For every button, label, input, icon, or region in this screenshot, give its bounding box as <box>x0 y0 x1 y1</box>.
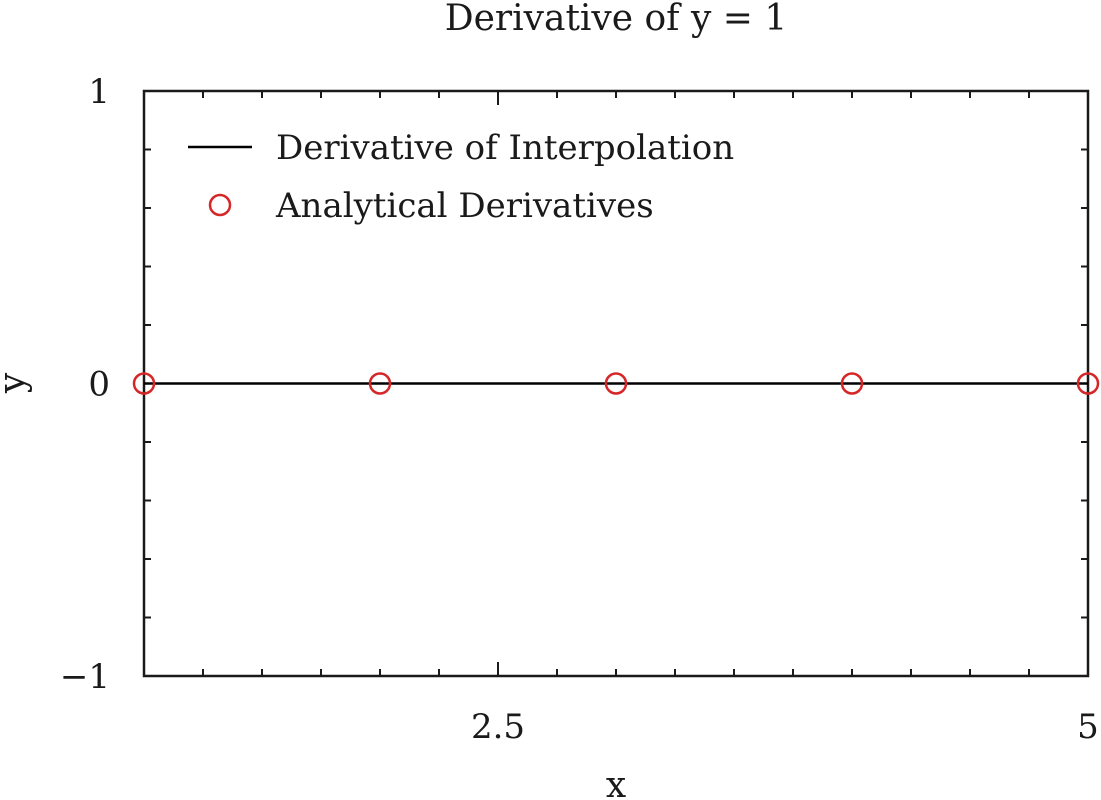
legend-marker-swatch <box>208 193 232 217</box>
data-point <box>604 372 628 395</box>
data-point <box>840 372 864 395</box>
y-axis-label: y <box>0 372 33 394</box>
tick-labels: 2.5 5 −1 0 1 <box>60 72 1099 747</box>
y-tick-label: 1 <box>88 72 110 112</box>
data-point <box>368 372 392 395</box>
legend: Derivative of Interpolation Analytical De… <box>188 128 734 226</box>
x-tick-label: 2.5 <box>471 707 525 747</box>
x-axis-label: x <box>606 765 626 800</box>
data-point <box>132 372 156 395</box>
series <box>132 372 1100 395</box>
chart-title: Derivative of y = 1 <box>445 0 788 39</box>
data-point <box>1076 372 1100 395</box>
y-tick-label: −1 <box>60 657 110 697</box>
legend-label: Derivative of Interpolation <box>276 128 734 168</box>
y-tick-label: 0 <box>88 365 110 405</box>
x-tick-label: 5 <box>1077 707 1099 747</box>
legend-label: Analytical Derivatives <box>275 186 654 226</box>
